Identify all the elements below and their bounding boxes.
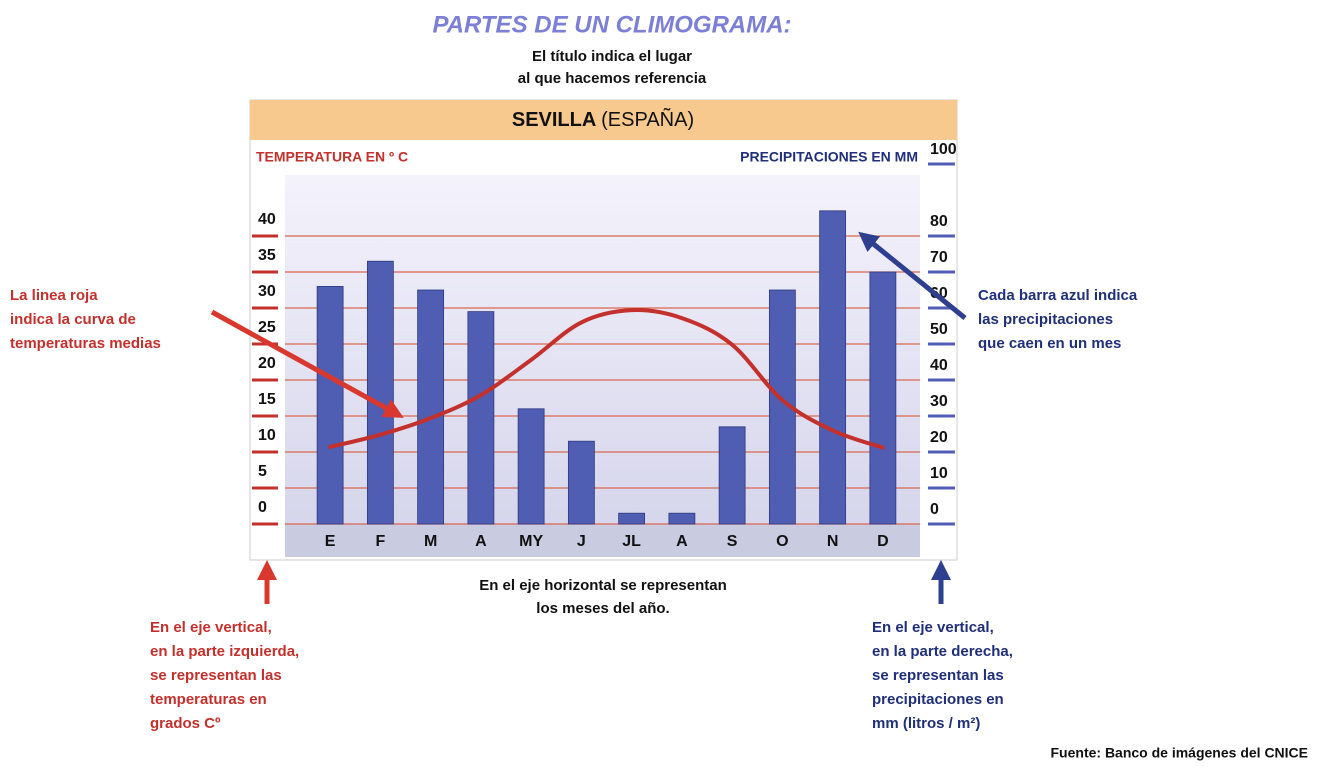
y2-tick-label: 50 xyxy=(930,321,948,338)
left-axis-note: temperaturas en xyxy=(150,691,267,708)
bar xyxy=(467,311,495,525)
x-tick-label: O xyxy=(776,533,788,550)
y-tick-label: 40 xyxy=(258,211,276,228)
month-band xyxy=(285,524,920,557)
x-tick-label: F xyxy=(375,533,385,550)
y2-tick-label: 10 xyxy=(930,465,948,482)
city: SEVILLA xyxy=(512,109,596,131)
x-tick-label: JL xyxy=(622,533,641,550)
arrow xyxy=(210,309,404,418)
right-axis-note: En el eje vertical, xyxy=(872,619,994,636)
chart-title: SEVILLA (ESPAÑA) xyxy=(512,107,694,131)
arrow xyxy=(858,231,967,320)
y-tick-label: 5 xyxy=(258,463,267,480)
heading: PARTES DE UN CLIMOGRAMA: xyxy=(432,11,791,38)
bar xyxy=(316,285,344,525)
x-tick-label: S xyxy=(727,533,738,550)
y-tick-label: 35 xyxy=(258,247,276,264)
y2-tick-label: 70 xyxy=(930,249,948,266)
x-tick-label: M xyxy=(424,533,437,550)
y-tick-label: 0 xyxy=(258,499,267,516)
y2-tick-label: 80 xyxy=(930,213,948,230)
title-note: El título indica el lugar xyxy=(532,48,692,65)
bar-note: las precipitaciones xyxy=(978,311,1113,328)
x-note: En el eje horizontal se representan xyxy=(479,577,727,594)
title-note: al que hacemos referencia xyxy=(518,70,707,87)
bar-note: Cada barra azul indica xyxy=(978,287,1138,304)
bar xyxy=(819,210,847,525)
bar xyxy=(869,271,897,525)
line-note: temperaturas medias xyxy=(10,335,161,352)
x-tick-label: E xyxy=(325,533,336,550)
bar xyxy=(517,408,545,525)
source: Fuente: Banco de imágenes del CNICE xyxy=(1051,745,1309,761)
temperature-line xyxy=(328,308,885,450)
y-tick-label: 20 xyxy=(258,355,276,372)
x-tick-label: J xyxy=(577,533,586,550)
y-axis-title: TEMPERATURA EN º C xyxy=(256,149,408,165)
right-axis-note: precipitaciones en xyxy=(872,691,1004,708)
right-axis-note: mm (litros / m²) xyxy=(872,715,980,732)
x-tick-label: N xyxy=(827,533,839,550)
y-tick-label: 25 xyxy=(258,319,276,336)
line-note: La linea roja xyxy=(10,287,98,304)
bar xyxy=(618,512,646,525)
x-tick-label: A xyxy=(676,533,688,550)
right-axis-note: se representan las xyxy=(872,667,1004,684)
left-axis-note: se representan las xyxy=(150,667,282,684)
country: (ESPAÑA) xyxy=(601,107,694,131)
x-tick-label: A xyxy=(475,533,487,550)
x-tick-label: D xyxy=(877,533,889,550)
bar xyxy=(718,426,746,525)
bar xyxy=(567,440,595,525)
y2-tick-label: 100 xyxy=(930,141,957,158)
line-note: indica la curva de xyxy=(10,311,136,328)
left-axis-note: grados Cº xyxy=(150,715,221,732)
bar xyxy=(668,512,696,525)
y2-tick-label: 40 xyxy=(930,357,948,374)
y2-axis-title: PRECIPITACIONES EN MM xyxy=(740,149,918,165)
title-band xyxy=(250,100,957,140)
left-axis-note: En el eje vertical, xyxy=(150,619,272,636)
bar xyxy=(417,289,445,525)
y-tick-label: 10 xyxy=(258,427,276,444)
x-tick-label: MY xyxy=(519,533,543,550)
y-tick-label: 30 xyxy=(258,283,276,300)
right-axis-note: en la parte derecha, xyxy=(872,643,1013,660)
y2-tick-label: 30 xyxy=(930,393,948,410)
bar-note: que caen en un mes xyxy=(978,335,1121,352)
plot: 051015202530354001020304050607080100EFMA… xyxy=(252,141,957,550)
x-note: los meses del año. xyxy=(536,600,669,617)
bar xyxy=(366,260,394,525)
y2-tick-label: 0 xyxy=(930,501,939,518)
y2-tick-label: 20 xyxy=(930,429,948,446)
y-tick-label: 15 xyxy=(258,391,276,408)
left-axis-note: en la parte izquierda, xyxy=(150,643,299,660)
